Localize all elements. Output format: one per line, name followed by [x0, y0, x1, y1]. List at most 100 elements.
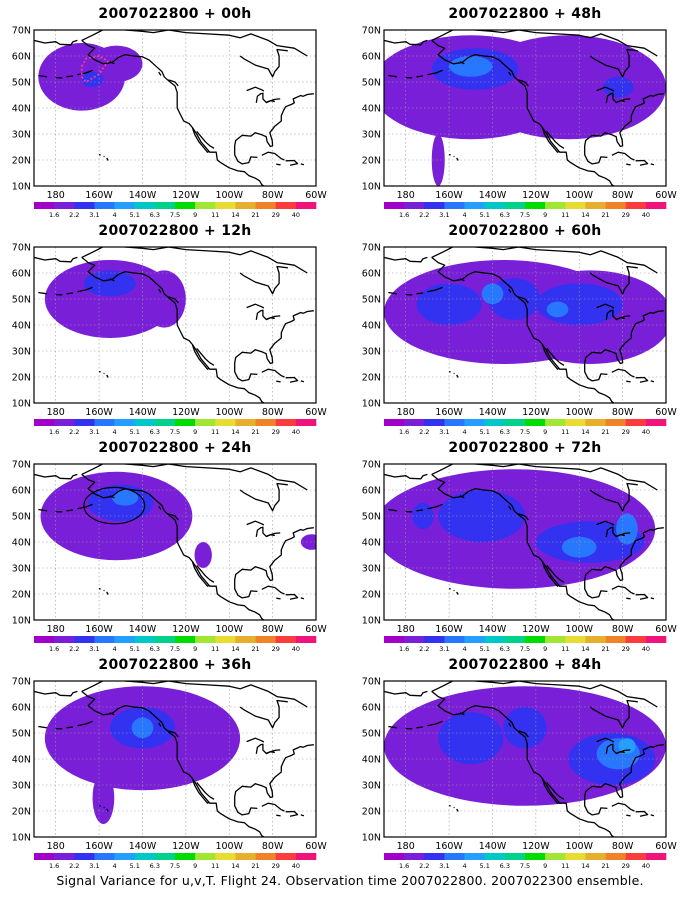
- coastline: [431, 247, 658, 274]
- legend-swatch: [464, 636, 486, 643]
- coastline: [626, 380, 631, 383]
- legend-swatch: [175, 419, 196, 426]
- legend-label: 2.2: [69, 862, 79, 870]
- lat-tick-label: 60N: [12, 703, 31, 714]
- legend-swatch: [444, 419, 465, 426]
- legend-swatch: [215, 202, 236, 209]
- legend-label: 21: [251, 428, 259, 436]
- coastline: [175, 25, 203, 28]
- lon-tick-label: 180: [397, 624, 415, 635]
- lat-tick-label: 10N: [362, 833, 381, 844]
- lon-tick-label: 120W: [522, 624, 550, 635]
- legend-label: 9: [193, 862, 197, 870]
- coastline: [431, 473, 615, 620]
- coastline: [605, 92, 631, 103]
- lat-tick-label: 30N: [12, 781, 31, 792]
- legend-label: 1.6: [49, 211, 59, 219]
- coastline: [508, 722, 512, 727]
- legend-swatch: [114, 419, 136, 426]
- coastline: [34, 690, 78, 697]
- coastline: [229, 459, 246, 460]
- lon-tick-label: 60W: [305, 190, 327, 201]
- lon-tick-label: 180: [397, 190, 415, 201]
- legend-label: 29: [272, 862, 280, 870]
- legend-swatch: [464, 419, 486, 426]
- coastline: [234, 310, 314, 382]
- lon-tick-label: 100W: [565, 190, 593, 201]
- legend-label: 21: [251, 862, 259, 870]
- coastline: [191, 127, 209, 153]
- legend-swatch: [625, 419, 647, 426]
- lat-tick-label: 50N: [12, 78, 31, 89]
- map-frame: [383, 680, 667, 838]
- coastline: [596, 303, 615, 309]
- legend-swatch: [275, 853, 297, 860]
- map-84h: 70N 60N 50N 40N 30N 20N 10N 180 160W 140W 120W 100W…: [362, 677, 678, 871]
- lat-tick-label: 10N: [362, 616, 381, 627]
- coastline: [265, 100, 275, 104]
- coastline: [427, 720, 443, 727]
- legend-swatch: [444, 636, 465, 643]
- legend-swatch: [545, 202, 566, 209]
- coastline: [541, 344, 559, 370]
- coastline: [234, 93, 314, 165]
- lon-tick-label: 100W: [565, 841, 593, 852]
- legend-swatch: [215, 636, 236, 643]
- coastline: [525, 459, 553, 462]
- legend-swatch: [645, 202, 667, 209]
- coastline: [589, 482, 638, 512]
- lon-tick-label: 100W: [565, 407, 593, 418]
- color-legend: 1.6 2.2 3.1 4 5.1 6.3 7.5 9 11 14 21 29 40: [384, 202, 667, 219]
- legend-label: 21: [601, 862, 609, 870]
- coastline: [109, 61, 115, 65]
- legend-label: 5.1: [130, 428, 140, 436]
- coastline: [276, 380, 281, 383]
- coastline: [255, 743, 281, 754]
- coastline: [388, 725, 398, 729]
- lon-tick-label: 80W: [262, 190, 284, 201]
- legend-label: 29: [272, 211, 280, 219]
- coastline: [456, 591, 459, 595]
- coastline: [650, 814, 655, 817]
- coastline: [635, 376, 649, 383]
- coastline: [77, 286, 93, 293]
- lon-tick-label: 60W: [655, 190, 677, 201]
- lat-tick-label: 40N: [12, 104, 31, 115]
- legend-label: 9: [543, 428, 547, 436]
- flight-track: [80, 55, 109, 84]
- legend-label: 7.5: [520, 211, 530, 219]
- color-legend: 1.6 2.2 3.1 4 5.1 6.3 7.5 9 11 14 21 29 40: [34, 636, 317, 653]
- panel-24h: 2007022800 + 24h: [0, 440, 350, 655]
- panel-48h: 2007022800 + 48h: [350, 6, 700, 221]
- map-panels: 70N 60N 50N 40N 30N 20N 10N 180 160W 140W 120W 100W…: [12, 25, 678, 871]
- coastline: [459, 61, 465, 65]
- legend-label: 5.1: [130, 211, 140, 219]
- coastline: [546, 130, 565, 149]
- coastline: [38, 725, 48, 729]
- legend-label: 29: [622, 645, 630, 653]
- lon-tick-label: 180: [47, 407, 65, 418]
- coastline: [579, 459, 596, 460]
- legend-label: 7.5: [170, 428, 180, 436]
- map-24h: 70N 60N 50N 40N 30N 20N 10N 180 160W 140W 120W 100W…: [12, 459, 328, 654]
- coastline: [98, 153, 101, 156]
- coastline: [388, 508, 398, 512]
- lat-tick-label: 50N: [362, 512, 381, 523]
- lon-tick-label: 180: [47, 841, 65, 852]
- lon-tick-label: 60W: [655, 407, 677, 418]
- coastline: [416, 726, 424, 729]
- legend-swatch: [114, 853, 136, 860]
- legend-swatch: [235, 419, 256, 426]
- coastline: [98, 370, 101, 373]
- map-frame: [33, 246, 317, 404]
- legend-label: 40: [292, 428, 300, 436]
- lon-tick-label: 80W: [612, 190, 634, 201]
- coastline: [98, 587, 101, 590]
- legend-label: 21: [601, 428, 609, 436]
- legend-swatch: [645, 636, 667, 643]
- coastline: [285, 593, 299, 600]
- lat-tick-label: 20N: [12, 807, 31, 818]
- coastline: [596, 520, 615, 526]
- legend-swatch: [484, 419, 506, 426]
- coastline: [109, 278, 115, 282]
